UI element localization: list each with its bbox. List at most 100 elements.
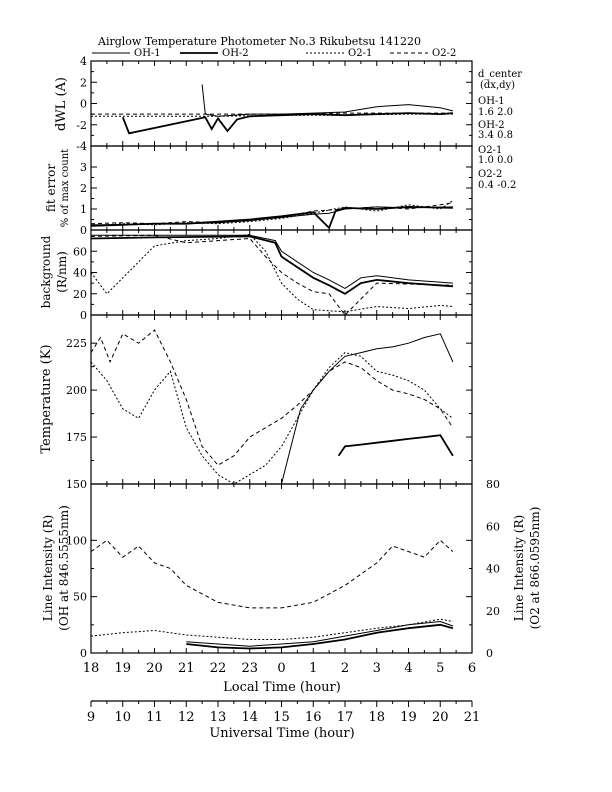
ut-tick-label: 9 <box>87 710 95 725</box>
ut-tick-label: 14 <box>241 710 258 725</box>
series-o2-1-temperature <box>90 352 454 485</box>
series-oh-2-fit <box>90 205 453 230</box>
ut-tick-label: 11 <box>146 710 163 725</box>
series-oh-1-fit <box>91 206 453 226</box>
local-time-tick-label: 20 <box>146 661 163 676</box>
legend-label-oh-2: OH-2 <box>222 48 249 59</box>
background-axis-label-2: (R/nm) <box>55 251 69 293</box>
right-tick-label: 40 <box>486 563 500 576</box>
y-tick-label-intensity: 0 <box>80 647 87 660</box>
side-info-value: 1.6 2.0 <box>478 107 513 118</box>
series-o2-2-background <box>90 234 453 316</box>
ut-tick-label: 10 <box>114 710 131 725</box>
local-time-tick-label: 19 <box>114 661 131 676</box>
y-tick-label-background: 20 <box>73 288 87 301</box>
temperature-axis-label: Temperature (K) <box>39 344 54 453</box>
intensity-axis-label-2: (OH at 846.5555nm) <box>57 505 71 631</box>
ut-axis-label: Universal Time (hour) <box>209 726 354 741</box>
ut-tick-label: 12 <box>178 710 195 725</box>
series-o2-2-intensity <box>90 539 454 609</box>
side-info-value: 3.4 0.8 <box>478 130 513 141</box>
y-tick-label-fit: 2 <box>80 182 87 195</box>
series-oh-2-background <box>90 235 453 295</box>
series-oh-1-background <box>91 234 453 289</box>
right-tick-label: 0 <box>486 647 493 660</box>
y-tick-label-dwl: 4 <box>80 55 87 68</box>
ut-tick-label: 21 <box>464 710 481 725</box>
dwl-axis-label: dWL (A) <box>54 77 69 131</box>
ut-tick-label: 18 <box>368 710 385 725</box>
side-info-header: d_center <box>478 69 522 80</box>
side-info-header-2: (dx,dy) <box>480 80 515 91</box>
series-oh-1-intensity <box>186 620 454 647</box>
y-tick-label-intensity: 50 <box>73 591 87 604</box>
local-time-tick-label: 5 <box>436 661 444 676</box>
y-tick-label-intensity: 100 <box>66 534 87 547</box>
series-o2-1-background <box>90 233 453 313</box>
side-info-value: 0.4 -0.2 <box>478 180 516 191</box>
series-layer <box>90 84 454 650</box>
local-time-tick-label: 6 <box>468 661 476 676</box>
series-o2-1-dwl <box>91 113 453 117</box>
series-oh-2-dwl <box>121 112 453 135</box>
local-time-tick-label: 1 <box>309 661 317 676</box>
y-tick-label-background: 40 <box>73 267 87 280</box>
y-tick-label-temperature: 200 <box>66 384 87 397</box>
y-tick-label-dwl: 2 <box>80 76 87 89</box>
local-time-tick-label: 18 <box>83 661 100 676</box>
local-time-axis-label: Local Time (hour) <box>223 680 341 695</box>
ut-tick-label: 20 <box>432 710 449 725</box>
legend-label-o2-1: O2-1 <box>348 48 372 59</box>
side-info-name: O2-2 <box>478 169 502 180</box>
axes-layer <box>90 52 473 707</box>
y-tick-label-background: 60 <box>73 245 87 258</box>
series-o2-2-temperature <box>90 329 454 466</box>
ut-tick-label: 16 <box>305 710 322 725</box>
ut-tick-label: 13 <box>210 710 227 725</box>
series-o2-1-fit <box>90 200 454 227</box>
local-time-tick-label: 22 <box>210 661 227 676</box>
local-time-tick-label: 2 <box>341 661 349 676</box>
y-tick-label-dwl: -4 <box>76 140 87 153</box>
local-time-tick-label: 23 <box>241 661 258 676</box>
panel-frame-temperature <box>90 314 473 485</box>
series-oh-2-intensity <box>186 623 454 650</box>
y-tick-label-temperature: 175 <box>66 431 87 444</box>
y-tick-label-fit: 0 <box>80 224 87 237</box>
right-tick-label: 20 <box>486 605 500 618</box>
fit-axis-label-2: % of max count <box>60 149 71 227</box>
right-tick-label: 80 <box>486 478 500 491</box>
intensity-right-axis-label-2: (O2 at 866.0595nm) <box>528 507 542 630</box>
legend-label-oh-1: OH-1 <box>134 48 161 59</box>
y-tick-label-fit: 1 <box>80 203 87 216</box>
intensity-right-axis-label: Line Intensity (R) <box>512 515 526 621</box>
ut-tick-label: 19 <box>400 710 417 725</box>
side-info-name: O2-1 <box>478 145 502 156</box>
series-o2-2-fit <box>90 202 453 225</box>
y-tick-label-fit: 3 <box>80 161 87 174</box>
panel-frame-dwl <box>90 60 473 147</box>
series-oh-1-temperature <box>281 333 454 485</box>
side-info-name: OH-1 <box>478 96 505 107</box>
local-time-tick-label: 21 <box>178 661 195 676</box>
y-tick-label-dwl: -2 <box>76 119 87 132</box>
local-time-tick-label: 4 <box>404 661 412 676</box>
y-tick-label-temperature: 150 <box>66 478 87 491</box>
legend-label-o2-2: O2-2 <box>432 48 456 59</box>
y-tick-label-dwl: 0 <box>80 98 87 111</box>
series-oh-2-temperature <box>337 434 454 457</box>
background-axis-label: background <box>39 235 53 308</box>
right-tick-label: 60 <box>486 520 500 533</box>
local-time-tick-label: 3 <box>373 661 381 676</box>
chart-title: Airglow Temperature Photometer No.3 Riku… <box>97 35 421 48</box>
series-o2-2-dwl <box>91 112 453 115</box>
y-tick-label-background: 0 <box>80 309 87 322</box>
fit-axis-label: fit error <box>44 164 58 212</box>
series-oh-1-dwl <box>201 84 454 117</box>
ut-tick-label: 15 <box>273 710 290 725</box>
intensity-axis-label: Line Intensity (R) <box>41 515 55 621</box>
side-info-value: 1.0 0.0 <box>478 155 513 166</box>
local-time-tick-label: 0 <box>277 661 285 676</box>
y-tick-label-temperature: 225 <box>66 337 87 350</box>
